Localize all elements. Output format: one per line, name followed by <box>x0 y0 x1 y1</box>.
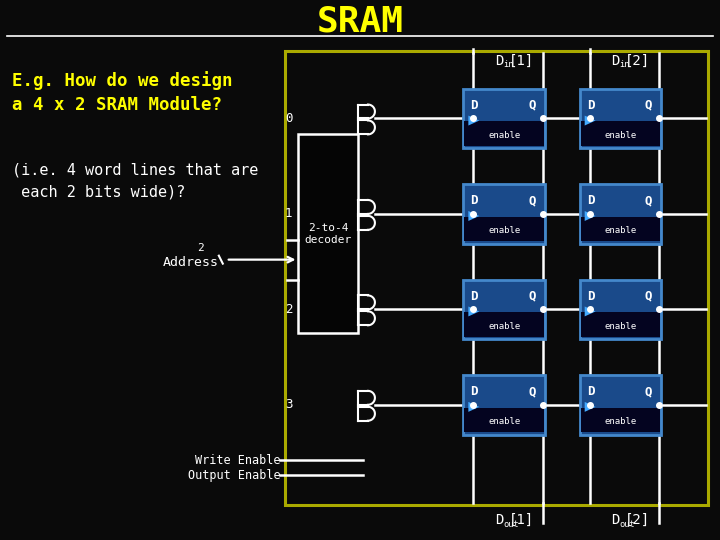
Bar <box>580 375 661 435</box>
Bar <box>464 89 545 148</box>
Bar <box>285 51 708 505</box>
Text: enable: enable <box>488 417 521 426</box>
Text: D: D <box>495 54 503 68</box>
Polygon shape <box>469 211 480 221</box>
Bar <box>298 134 358 333</box>
Text: each 2 bits wide)?: each 2 bits wide)? <box>12 184 186 199</box>
Text: D: D <box>587 290 595 303</box>
Text: [2]: [2] <box>625 513 650 527</box>
Text: enable: enable <box>604 131 636 140</box>
Text: E.g. How do we design: E.g. How do we design <box>12 71 233 90</box>
Text: Q: Q <box>528 194 536 207</box>
Text: 0: 0 <box>285 112 292 125</box>
Text: D: D <box>611 513 620 527</box>
Text: 1: 1 <box>285 207 292 220</box>
Polygon shape <box>585 116 595 125</box>
Text: [1]: [1] <box>508 54 534 68</box>
Bar <box>464 217 544 241</box>
Polygon shape <box>585 307 595 316</box>
Text: Q: Q <box>528 99 536 112</box>
Bar <box>580 184 661 244</box>
Text: in: in <box>619 60 630 69</box>
Bar <box>464 408 544 432</box>
Text: SRAM: SRAM <box>317 4 403 38</box>
Bar <box>464 184 545 244</box>
Text: 2: 2 <box>197 242 204 253</box>
Text: 3: 3 <box>285 399 292 411</box>
Text: out: out <box>619 519 635 529</box>
Bar <box>581 312 660 337</box>
Text: Q: Q <box>644 99 652 112</box>
Bar <box>581 217 660 241</box>
Bar <box>580 280 661 339</box>
Text: Q: Q <box>644 194 652 207</box>
Text: enable: enable <box>488 131 521 140</box>
Text: in: in <box>503 60 513 69</box>
Text: D: D <box>495 513 503 527</box>
Text: a 4 x 2 SRAM Module?: a 4 x 2 SRAM Module? <box>12 96 222 113</box>
Text: [1]: [1] <box>508 513 534 527</box>
Text: enable: enable <box>488 321 521 330</box>
Text: Address: Address <box>163 256 219 269</box>
Text: Q: Q <box>644 290 652 303</box>
Text: D: D <box>587 385 595 398</box>
Text: Q: Q <box>644 385 652 398</box>
Text: Q: Q <box>528 385 536 398</box>
Text: D: D <box>471 194 478 207</box>
Text: enable: enable <box>604 321 636 330</box>
Bar <box>581 408 660 432</box>
Text: D: D <box>471 385 478 398</box>
Bar <box>464 280 545 339</box>
Text: Q: Q <box>528 290 536 303</box>
Text: 2-to-4
decoder: 2-to-4 decoder <box>305 223 352 245</box>
Bar <box>464 375 545 435</box>
Text: enable: enable <box>488 226 521 235</box>
Text: D: D <box>471 99 478 112</box>
Text: D: D <box>471 290 478 303</box>
Text: D: D <box>587 194 595 207</box>
Text: Write Enable: Write Enable <box>195 454 281 467</box>
Polygon shape <box>469 116 480 125</box>
Polygon shape <box>469 402 480 412</box>
Bar <box>464 312 544 337</box>
Polygon shape <box>585 402 595 412</box>
Polygon shape <box>585 211 595 221</box>
Text: [2]: [2] <box>625 54 650 68</box>
Text: enable: enable <box>604 417 636 426</box>
Text: (i.e. 4 word lines that are: (i.e. 4 word lines that are <box>12 162 258 177</box>
Bar <box>580 89 661 148</box>
Text: enable: enable <box>604 226 636 235</box>
Bar <box>464 122 544 146</box>
Text: Output Enable: Output Enable <box>188 469 281 482</box>
Text: out: out <box>503 519 519 529</box>
Text: D: D <box>587 99 595 112</box>
Polygon shape <box>469 307 480 316</box>
Bar <box>581 122 660 146</box>
Text: 2: 2 <box>285 303 292 316</box>
Text: D: D <box>611 54 620 68</box>
